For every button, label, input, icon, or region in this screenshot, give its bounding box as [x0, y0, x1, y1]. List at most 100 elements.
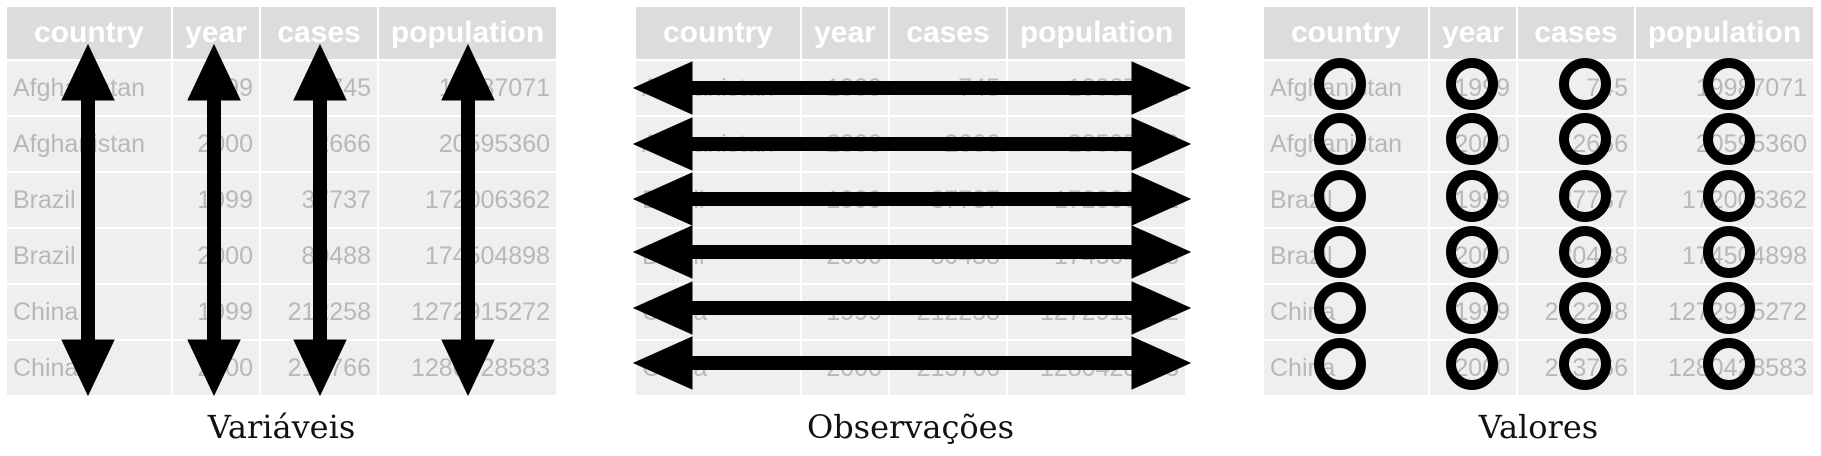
table-row: China 2000 213766 1280428583: [7, 339, 556, 395]
cell-year: 1999: [801, 171, 890, 228]
cell-population: 1272915272: [1635, 283, 1813, 340]
cell-population: 19987071: [378, 59, 556, 116]
cell-year: 2000: [801, 227, 890, 284]
cell-population: 1280428583: [378, 339, 556, 395]
column-header-cases: cases: [260, 7, 379, 60]
table-row: Brazil 1999 37737 172006362: [636, 171, 1185, 228]
cell-country: Brazil: [1264, 227, 1430, 284]
cell-country: Afghanistan: [636, 59, 802, 116]
cell-cases: 80488: [260, 227, 379, 284]
cell-country: China: [636, 283, 802, 340]
cell-country: Afghanistan: [7, 115, 173, 172]
cell-cases: 37737: [260, 171, 379, 228]
cell-year: 1999: [172, 171, 261, 228]
column-header-year: year: [1429, 7, 1518, 60]
cell-year: 2000: [172, 227, 261, 284]
table-row: Afghanistan 2000 2666 20595360: [7, 115, 556, 172]
caption-variables: Variáveis: [207, 408, 356, 446]
cell-cases: 37737: [889, 171, 1008, 228]
table-row: Afghanistan 2000 2666 20595360: [636, 115, 1185, 172]
cell-population: 174504898: [378, 227, 556, 284]
cell-population: 1272915272: [1007, 283, 1185, 340]
column-header-country: country: [1264, 7, 1430, 60]
cell-year: 2000: [1429, 115, 1518, 172]
table-row: Brazil 2000 80488 174504898: [1264, 227, 1813, 284]
caption-values: Valores: [1478, 408, 1599, 446]
cell-cases: 2666: [260, 115, 379, 172]
cell-cases: 2666: [889, 115, 1008, 172]
column-header-year: year: [172, 7, 261, 60]
cell-population: 20595360: [1635, 115, 1813, 172]
column-header-year: year: [801, 7, 890, 60]
cell-year: 1999: [1429, 171, 1518, 228]
table-row: China 1999 212258 1272915272: [7, 283, 556, 340]
column-header-population: population: [1007, 7, 1185, 60]
table-row: Afghanistan 1999 745 19987071: [7, 59, 556, 116]
cell-population: 172006362: [1635, 171, 1813, 228]
cell-country: China: [1264, 283, 1430, 340]
cell-cases: 745: [889, 59, 1008, 116]
cell-country: China: [7, 283, 173, 340]
cell-cases: 212258: [1517, 283, 1636, 340]
cell-country: Afghanistan: [1264, 115, 1430, 172]
cell-cases: 2666: [1517, 115, 1636, 172]
cell-year: 1999: [172, 283, 261, 340]
cell-country: Brazil: [636, 171, 802, 228]
column-header-cases: cases: [1517, 7, 1636, 60]
cell-country: Afghanistan: [7, 59, 173, 116]
table-row: Brazil 2000 80488 174504898: [636, 227, 1185, 284]
cell-population: 20595360: [1007, 115, 1185, 172]
data-table: country year cases population Afghanista…: [1264, 7, 1813, 395]
cell-cases: 213766: [1517, 339, 1636, 395]
cell-year: 1999: [1429, 59, 1518, 116]
cell-population: 172006362: [1007, 171, 1185, 228]
cell-country: Brazil: [636, 227, 802, 284]
panel-variables: country year cases population Afghanista…: [7, 7, 556, 395]
table-row: Brazil 1999 37737 172006362: [7, 171, 556, 228]
cell-cases: 80488: [1517, 227, 1636, 284]
column-header-country: country: [7, 7, 173, 60]
cell-population: 19987071: [1635, 59, 1813, 116]
cell-country: Brazil: [7, 171, 173, 228]
cell-population: 174504898: [1635, 227, 1813, 284]
column-header-cases: cases: [889, 7, 1008, 60]
table-row: China 2000 213766 1280428583: [1264, 339, 1813, 395]
table-row: China 1999 212258 1272915272: [1264, 283, 1813, 340]
data-table: country year cases population Afghanista…: [7, 7, 556, 395]
cell-cases: 80488: [889, 227, 1008, 284]
cell-year: 1999: [1429, 283, 1518, 340]
column-header-country: country: [636, 7, 802, 60]
cell-country: Brazil: [1264, 171, 1430, 228]
table-row: Brazil 2000 80488 174504898: [7, 227, 556, 284]
cell-year: 2000: [1429, 339, 1518, 395]
cell-cases: 37737: [1517, 171, 1636, 228]
cell-population: 19987071: [1007, 59, 1185, 116]
cell-population: 172006362: [378, 171, 556, 228]
cell-population: 1272915272: [378, 283, 556, 340]
panel-values: country year cases population Afghanista…: [1264, 7, 1813, 395]
cell-cases: 745: [1517, 59, 1636, 116]
table-row: China 2000 213766 1280428583: [636, 339, 1185, 395]
cell-year: 1999: [801, 283, 890, 340]
cell-country: Afghanistan: [1264, 59, 1430, 116]
cell-country: China: [1264, 339, 1430, 395]
table-row: Brazil 1999 37737 172006362: [1264, 171, 1813, 228]
cell-population: 20595360: [378, 115, 556, 172]
cell-country: China: [7, 339, 173, 395]
cell-country: China: [636, 339, 802, 395]
column-header-population: population: [378, 7, 556, 60]
cell-cases: 213766: [889, 339, 1008, 395]
cell-cases: 212258: [889, 283, 1008, 340]
cell-year: 2000: [801, 339, 890, 395]
panel-observations: country year cases population Afghanista…: [636, 7, 1185, 395]
cell-cases: 212258: [260, 283, 379, 340]
caption-observations: Observações: [806, 408, 1015, 446]
cell-population: 1280428583: [1635, 339, 1813, 395]
cell-year: 2000: [801, 115, 890, 172]
cell-population: 1280428583: [1007, 339, 1185, 395]
column-header-population: population: [1635, 7, 1813, 60]
cell-year: 1999: [801, 59, 890, 116]
cell-year: 2000: [1429, 227, 1518, 284]
table-row: Afghanistan 1999 745 19987071: [636, 59, 1185, 116]
cell-country: Brazil: [7, 227, 173, 284]
